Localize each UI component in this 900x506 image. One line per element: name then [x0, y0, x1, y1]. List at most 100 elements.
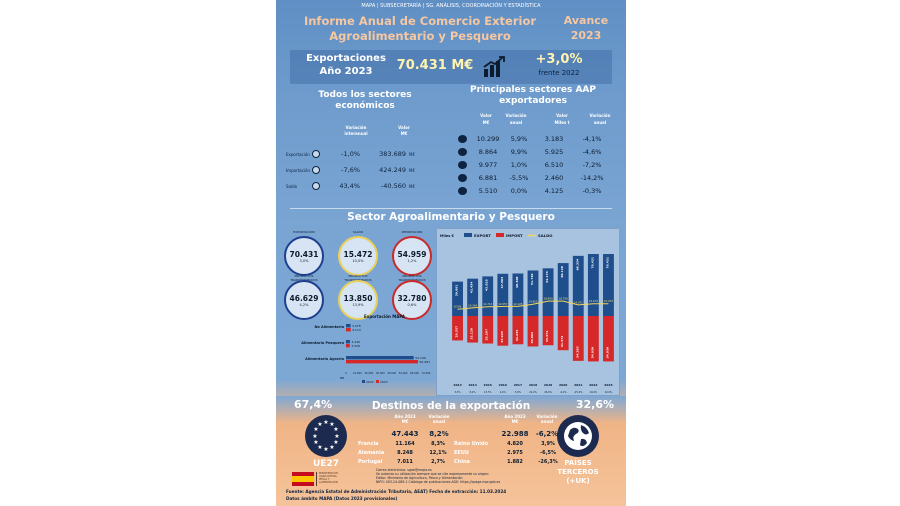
country-change: 2,7% [431, 459, 445, 465]
hbar-legend-label: 2022 [366, 380, 374, 384]
hbar-bar [346, 328, 351, 332]
contact-editor: Editor: Ministerio de Agricultura, Pesca… [376, 476, 463, 480]
vbar-import-label: 35.374 [545, 331, 549, 343]
country-name: Portugal [358, 459, 383, 465]
vbar-growth-label: -0,2% [560, 391, 568, 394]
export-label-line1: Exportaciones [306, 53, 386, 64]
vbar-export-bar [587, 254, 599, 316]
svg-text:★: ★ [334, 433, 339, 440]
all-sectors-row-balance: Saldo 43,4% -40.560 M€ [286, 181, 446, 191]
vbar-export-label: 70.431 [590, 257, 594, 269]
vbar-growth-label: 2,4% [500, 391, 507, 394]
ue-col-value-l1: Año 2023 [394, 414, 416, 419]
growth-chart-icon [483, 56, 505, 77]
vbar-growth-label: 13,7% [484, 391, 492, 394]
spain-flag-icon [292, 472, 314, 486]
vbar-legend-swatch [464, 233, 472, 237]
aap-cell: 6.510 [544, 160, 564, 169]
vbar-growth-label: 5,9% [515, 391, 522, 394]
country-row: Reino Unido 4.820 3,9% [454, 441, 566, 447]
aap-header-l2: M€ [482, 120, 490, 125]
kpi-circle-label: EXPORTACIÓN [293, 230, 315, 234]
aap-cell: -0,3% [582, 186, 602, 195]
vbar-saldo-label: 18.756 [559, 297, 568, 301]
import-icon [312, 166, 320, 174]
hbar-value-label: 3.329 [351, 344, 360, 348]
avance-label: Avance [563, 14, 609, 27]
svg-text:★: ★ [313, 426, 318, 433]
vbar-export-bar [542, 268, 554, 316]
aap-cell: 8.864 [478, 147, 498, 156]
footer-source: Fuente: Agencia Estatal de Administració… [286, 489, 507, 494]
vbar-export-label: 48.308 [515, 276, 519, 288]
vbar-ylabel: Miles € [440, 234, 455, 238]
vbar-saldo-label: 14.071 [574, 300, 583, 304]
hbar-tick-label: 50.000 [399, 371, 408, 375]
ue-total-value: 47.443 [391, 430, 419, 438]
vbar-import-label: 54.959 [605, 347, 609, 359]
country-change: 8,3% [431, 441, 445, 447]
aap-cell: 6.881 [478, 173, 498, 182]
aap-header-l2: anual [593, 120, 607, 125]
third-total-value: 22.988 [501, 430, 529, 438]
kpi-change: 4,2% [299, 303, 309, 307]
row-unit: M€ [409, 167, 415, 173]
hbar-legend-label: 2023 [380, 380, 388, 384]
kpi-circle: 32.780 0,6% [392, 280, 432, 320]
aap-title-line1: Principales sectores AAP [470, 85, 596, 95]
vbar-export-label: 51.720 [530, 273, 534, 285]
all-sectors-title-line1: Todos los sectores [318, 90, 412, 100]
country-value: 1.882 [507, 459, 523, 465]
report-title-line2: Agroalimentario y Pesquero [329, 29, 511, 43]
kpi-value: 15.472 [343, 250, 373, 259]
aap-cell: 0,0% [510, 186, 528, 195]
aap-cell: 1,0% [510, 160, 528, 169]
export-total-value: 70.431 M€ [396, 58, 474, 73]
hbar-value-label: 4.113 [352, 328, 361, 332]
aap-cell: -5,5% [509, 173, 529, 182]
aap-cell: 9.977 [478, 160, 498, 169]
ue-total-change: 8,2% [429, 430, 449, 438]
aap-header-cell: Valor Miles t [545, 113, 579, 125]
aap-row: 9.977 1,0% 6.510 -7,2% [452, 159, 622, 170]
third-total-change: -6,2% [535, 430, 559, 438]
vbar-year-label: 2015 [484, 383, 492, 387]
vbar-import-bar [452, 316, 463, 341]
svg-text:★: ★ [329, 421, 334, 428]
vbar-import-label: 35.925 [500, 331, 504, 343]
aap-header-cell: Variación anual [499, 113, 533, 125]
kpi-circle: 70.431 3,0% [284, 236, 324, 276]
contact-nipo: NIPO: 003-24-089-1 Catálogo de publicaci… [376, 480, 501, 484]
country-row: Portugal 7.011 2,7% [358, 459, 470, 465]
vbar-legend-label: EXPORT [474, 233, 491, 238]
vbar-import-label: 54.959 [590, 347, 594, 359]
vbar-saldo-label: 12.125 [513, 302, 522, 306]
hbar-tick-label: 20.000 [364, 371, 373, 375]
vbar-export-label: 39.091 [455, 285, 459, 297]
vbar-growth-label: 10,0% [605, 391, 613, 394]
svg-text:★: ★ [312, 433, 317, 440]
vbar-export-label: 45.010 [485, 279, 489, 291]
vbar-saldo-label: 15.472 [589, 299, 598, 303]
aap-cell: -14,2% [580, 173, 604, 182]
aap-table-body: 10.299 5,9% 3.183 -4,1% 8.864 9,9% 5.925 -4,6% 9… [452, 133, 622, 208]
vbar-export-bar [527, 270, 539, 316]
header-topline: MAPA | SUBSECRETARÍA | SG. ANÁLISIS, COO… [361, 3, 541, 9]
vbar-saldo-label: 14.855 [528, 300, 537, 304]
vbar-import-label: 34.233 [515, 330, 519, 342]
hbar-value-label: 3.440 [351, 340, 360, 344]
vbar-export-bar [603, 254, 614, 316]
kpi-change: 0,6% [407, 303, 417, 307]
vbar-export-label: 47.982 [500, 277, 504, 289]
oil-icon [458, 173, 467, 182]
all-sectors-row-export: Exportación -1,0% 383.689 M€ [286, 149, 446, 159]
svg-text:★: ★ [323, 446, 328, 453]
divider [290, 208, 612, 209]
aap-cell: 5,9% [510, 134, 528, 143]
aap-cell: -4,6% [582, 147, 602, 156]
country-change: -6,5% [540, 450, 556, 456]
vbar-import-bar [587, 316, 599, 362]
hbar-tick-label: 40.000 [387, 371, 396, 375]
wine-icon [458, 186, 467, 195]
vbar-saldo-label: 8.536 [454, 305, 462, 309]
